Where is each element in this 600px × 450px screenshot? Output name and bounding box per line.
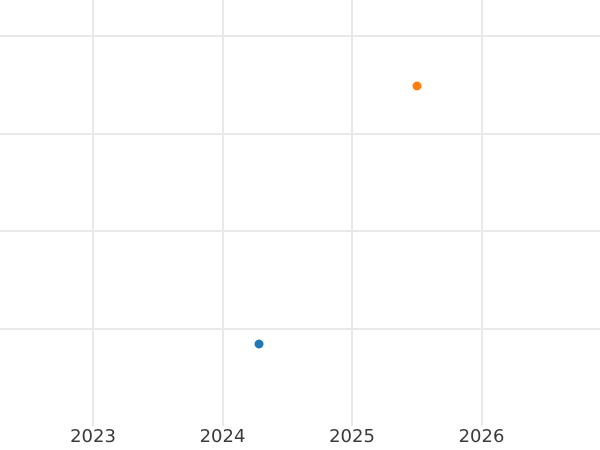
x-tick-label: 2023	[70, 426, 116, 447]
gridline-vertical	[480, 0, 483, 426]
gridline-horizontal	[0, 328, 600, 330]
x-tick-label: 2024	[199, 426, 246, 447]
data-point-series-2-orange	[412, 81, 421, 90]
gridline-vertical	[92, 0, 94, 426]
x-tick-label: 2026	[458, 426, 505, 447]
gridline-vertical	[221, 0, 224, 426]
data-point-series-1-blue	[254, 339, 264, 349]
gridline-vertical	[351, 0, 353, 426]
gridline-horizontal	[0, 230, 600, 232]
gridline-horizontal	[0, 132, 600, 135]
x-tick-label: 2025	[329, 426, 375, 447]
gridline-horizontal	[0, 35, 600, 37]
